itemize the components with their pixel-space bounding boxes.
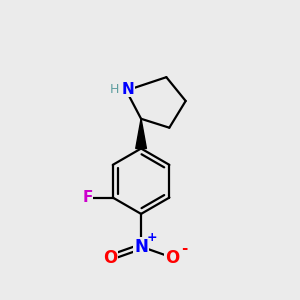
- Text: O: O: [103, 249, 117, 267]
- Text: N: N: [121, 82, 134, 97]
- Polygon shape: [136, 119, 146, 148]
- Text: -: -: [182, 241, 188, 256]
- Text: +: +: [147, 231, 158, 244]
- Text: N: N: [134, 238, 148, 256]
- Text: F: F: [82, 190, 93, 205]
- Text: O: O: [165, 249, 179, 267]
- Text: H: H: [110, 82, 120, 96]
